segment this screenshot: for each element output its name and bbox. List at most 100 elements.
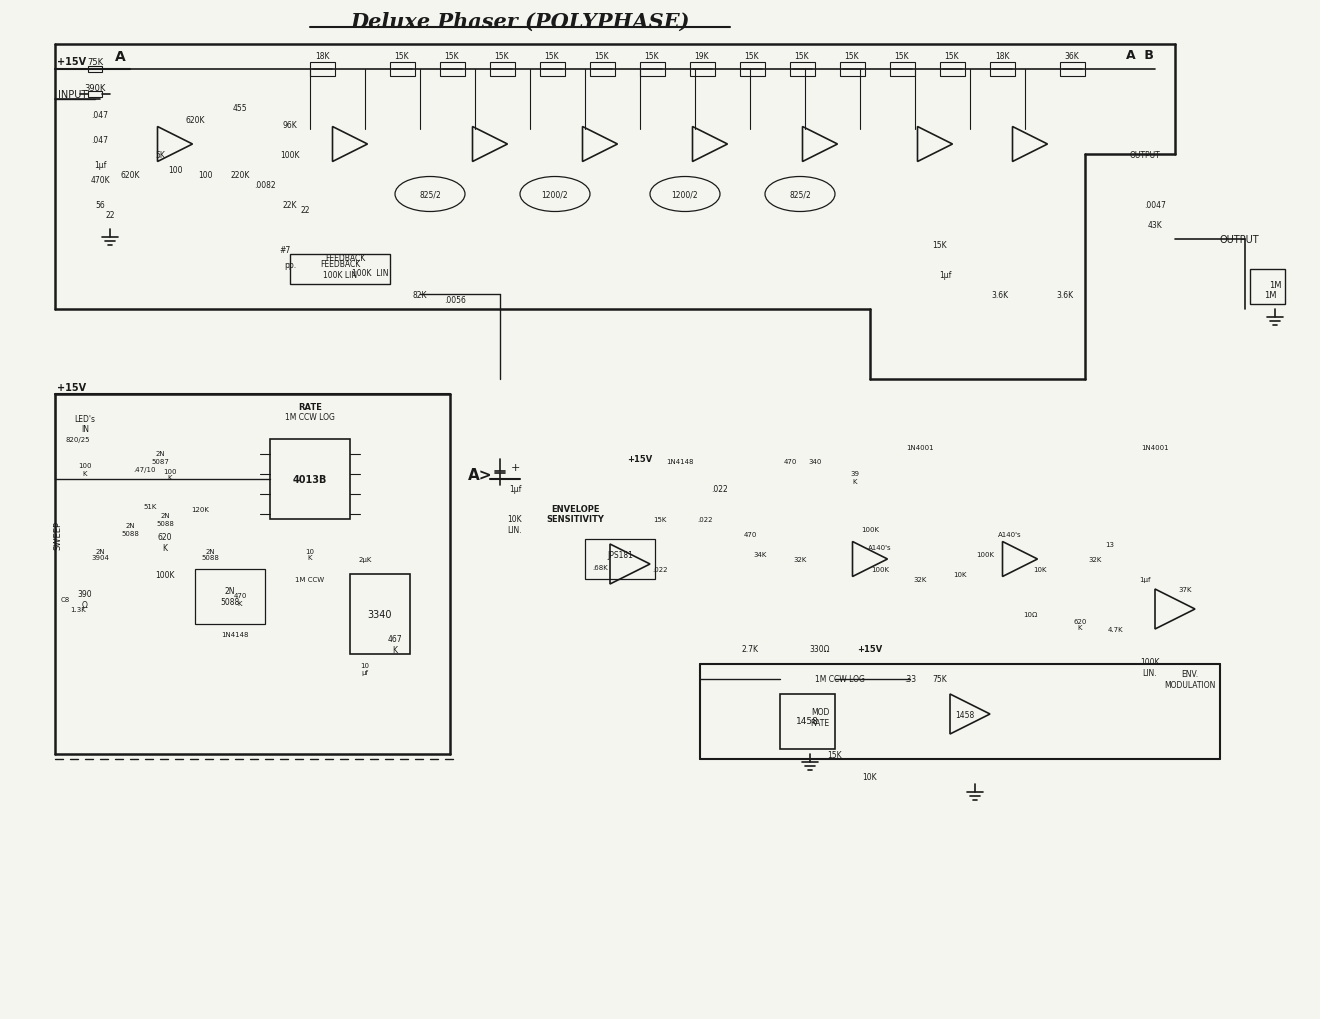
Bar	[585, 539, 655, 580]
Text: 620K: 620K	[120, 170, 140, 179]
Text: 470: 470	[743, 532, 756, 537]
Text: LED's: LED's	[74, 415, 95, 424]
Text: 100
K: 100 K	[164, 468, 177, 481]
Text: 18K: 18K	[995, 51, 1010, 60]
Bar	[490, 63, 515, 76]
Text: Deluxe Phaser (POLYPHASE): Deluxe Phaser (POLYPHASE)	[350, 12, 690, 32]
Text: 1μf: 1μf	[939, 270, 952, 279]
Bar	[741, 63, 766, 76]
Text: 120K: 120K	[191, 506, 209, 513]
Text: .0082: .0082	[255, 180, 276, 190]
Bar	[271, 439, 350, 520]
Bar	[890, 63, 915, 76]
Text: SENSITIVITY: SENSITIVITY	[546, 515, 605, 524]
Bar	[350, 575, 411, 654]
Text: 220K: 220K	[230, 170, 249, 179]
Text: 10K: 10K	[953, 572, 966, 578]
Text: SWEEP: SWEEP	[54, 520, 62, 549]
Text: .0056: .0056	[444, 296, 466, 305]
Text: 1μf: 1μf	[1139, 577, 1151, 583]
Bar	[88, 92, 102, 98]
Text: 22: 22	[106, 210, 115, 219]
Text: 620
K: 620 K	[158, 533, 172, 552]
Text: 51K: 51K	[144, 503, 157, 510]
Text: 32K: 32K	[1088, 556, 1102, 562]
Text: FEEDBACK
100K LIN: FEEDBACK 100K LIN	[319, 260, 360, 279]
Text: 32K: 32K	[793, 556, 807, 562]
Text: 100: 100	[198, 170, 213, 179]
Text: 10K: 10K	[1034, 567, 1047, 573]
Text: .047: .047	[91, 136, 108, 145]
Bar	[1060, 63, 1085, 76]
Text: 390K: 390K	[84, 84, 106, 93]
Text: 13: 13	[1106, 541, 1114, 547]
Text: 100K: 100K	[975, 551, 994, 557]
Text: 15K: 15K	[895, 51, 909, 60]
Bar	[990, 63, 1015, 76]
Text: 4.7K: 4.7K	[1107, 627, 1123, 633]
Text: 37K: 37K	[1179, 586, 1192, 592]
Text: 15K: 15K	[545, 51, 560, 60]
Text: 4013B: 4013B	[293, 475, 327, 484]
Text: 56: 56	[95, 201, 104, 209]
Bar	[290, 255, 389, 284]
Text: 15K: 15K	[445, 51, 459, 60]
Text: 3.6K: 3.6K	[1056, 290, 1073, 300]
Bar	[1250, 270, 1284, 305]
Text: 390
Ω: 390 Ω	[78, 590, 92, 609]
Text: 15K: 15K	[744, 51, 759, 60]
Text: 22K: 22K	[282, 201, 297, 209]
Text: 100K
LIN.: 100K LIN.	[1140, 657, 1160, 677]
Text: 340: 340	[808, 459, 821, 465]
Text: IN: IN	[81, 425, 88, 434]
Text: 22: 22	[300, 205, 310, 214]
Text: OUTPUT: OUTPUT	[1220, 234, 1259, 245]
Text: #7: #7	[280, 246, 290, 255]
Text: +15V: +15V	[58, 57, 87, 67]
Bar	[640, 63, 665, 76]
Bar	[590, 63, 615, 76]
Text: 10K: 10K	[863, 772, 878, 782]
Text: .47/10: .47/10	[133, 467, 156, 473]
Text: 1M CCW: 1M CCW	[296, 577, 325, 583]
Text: 825/2: 825/2	[789, 191, 810, 200]
Text: 2N
5088: 2N 5088	[121, 523, 139, 536]
Text: 1.3K: 1.3K	[70, 606, 86, 612]
Bar	[780, 694, 836, 749]
Text: 1200/2: 1200/2	[672, 191, 698, 200]
Bar	[440, 63, 465, 76]
Text: 470: 470	[783, 459, 797, 465]
Text: 10
K: 10 K	[305, 548, 314, 560]
Text: 19K: 19K	[694, 51, 709, 60]
Text: JPS181: JPS181	[607, 550, 632, 559]
Text: A: A	[115, 50, 125, 64]
Text: 100K: 100K	[861, 527, 879, 533]
Text: 15K: 15K	[395, 51, 409, 60]
Text: 1458: 1458	[956, 710, 974, 718]
Text: 39
K: 39 K	[850, 471, 859, 484]
Text: C8: C8	[61, 596, 70, 602]
Text: 3.6K: 3.6K	[991, 290, 1008, 300]
Text: 2.7K: 2.7K	[742, 645, 759, 654]
Text: 10K
LIN.: 10K LIN.	[508, 515, 523, 534]
Text: pp.: pp.	[284, 260, 296, 269]
Text: 100K: 100K	[156, 570, 174, 579]
Text: 32K: 32K	[913, 577, 927, 583]
Text: +: +	[511, 463, 520, 473]
Text: .022: .022	[697, 517, 713, 523]
Text: .0047: .0047	[1144, 201, 1166, 209]
Text: 455: 455	[232, 103, 247, 112]
Text: 15K: 15K	[828, 750, 842, 759]
Text: 2N
5088: 2N 5088	[201, 548, 219, 560]
Bar	[195, 570, 265, 625]
Text: ENV.
MODULATION: ENV. MODULATION	[1164, 669, 1216, 689]
Text: 2N
5087: 2N 5087	[150, 451, 169, 464]
Text: +15V: +15V	[627, 455, 652, 464]
Bar	[389, 63, 414, 76]
Text: 2N
5088: 2N 5088	[220, 587, 240, 606]
Bar	[840, 63, 865, 76]
Text: 1200/2: 1200/2	[541, 191, 569, 200]
Text: A>: A>	[467, 467, 492, 482]
Bar	[940, 63, 965, 76]
Text: 15K: 15K	[845, 51, 859, 60]
